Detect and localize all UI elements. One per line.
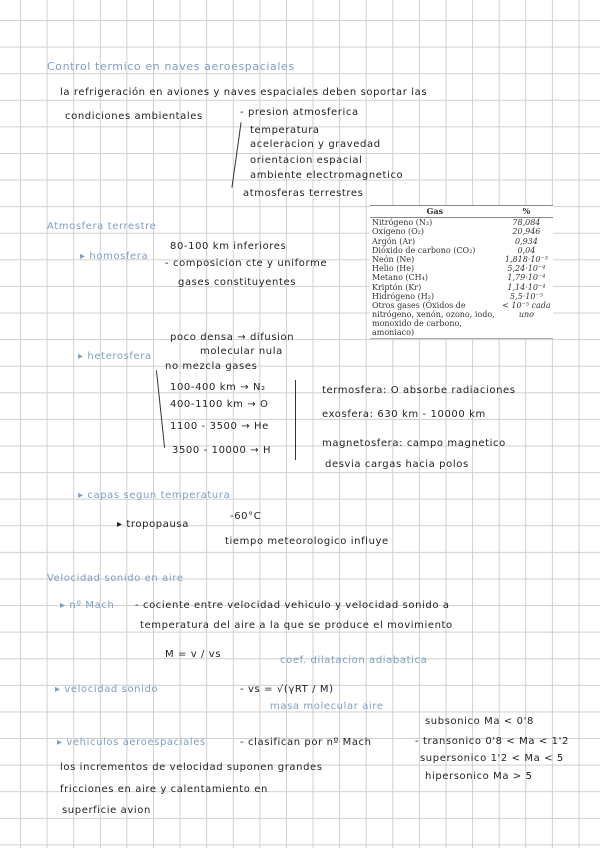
intro-line: la refrigeración en aviones y naves espa… [60,87,428,98]
tropopausa-item: tiempo meteorologico influye [225,536,389,547]
note: magnetosfera: campo magnetico [322,438,506,449]
mach-text: - cociente entre velocidad vehiculo y ve… [135,600,450,611]
heterosfera-label: ▸ heterosfera [78,351,152,362]
header-percent: % [499,204,553,219]
gas-percent: 1,818·10⁻³ [504,254,548,264]
note: termosfera: O absorbe radiaciones [322,385,516,396]
gas-name: Helio (He) [372,264,415,274]
gas-percent: 20,946 [512,227,541,237]
layer-item: 100-400 km → N₂ [170,382,266,393]
section-heading: Velocidad sonido en aire [47,573,184,584]
gas-percent: 0,934 [514,236,538,246]
gas-name: Kriptón (Kr) [372,282,422,292]
condition-item: ambiente electromagnetico [250,170,404,181]
gas-name: Dióxido de carbono (CO₂) [372,245,476,255]
table-row: Argón (Ar) 0,934 [370,237,553,246]
mach-class: hipersonico Ma > 5 [425,771,533,782]
gas-percent: 78,084 [512,218,541,228]
gas-name: Nitrógeno (N₂) [372,218,433,228]
divider [295,380,296,460]
gas-percent: 5,5·10⁻⁵ [509,291,543,301]
homosfera-item: 80-100 km inferiores [170,241,287,252]
gas-name: Argón (Ar) [372,236,416,246]
table-row: Oxígeno (O₂) 20,946 [370,227,553,236]
vs-label: ▸ velocidad sonido [55,684,159,695]
bracket [155,370,166,448]
mach-formula: M = v / vs [165,649,222,660]
gas-percent: 1,14·10⁻⁴ [507,282,546,292]
condition-item: orientacion espacial [250,155,363,166]
mach-class: subsonico Ma < 0'8 [425,716,534,727]
table-row: Hidrógeno (H₂) 5,5·10⁻⁵ [370,292,553,301]
heterosfera-item: molecular nula [200,346,283,357]
heterosfera-item: poco densa → difusion [170,332,295,343]
gas-percent: < 10⁻⁵ cada uno [499,300,553,339]
gas-composition-table: Gas% Nitrógeno (N₂) 78,084 Oxígeno (O₂) 20,… [370,204,553,339]
table-row: Nitrógeno (N₂) 78,084 [370,218,553,228]
page-title: Control termico en naves aeroespaciales [47,60,295,73]
homosfera-item: gases constituyentes [178,277,297,288]
vs-formula: - vs = √(γRT / M) [240,684,334,695]
layer-item: 1100 - 3500 → He [170,421,269,432]
capas-label: ▸ capas segun temperatura [78,490,231,501]
condition-item: - presion atmosferica [240,107,359,118]
gas-percent: 0,04 [517,245,536,255]
homosfera-label: ▸ homosfera [80,251,149,262]
gas-name: Neón (Ne) [372,254,415,264]
gas-name: Oxígeno (O₂) [372,227,425,237]
gamma-note: coef. dilatacion adiabatica [280,655,428,666]
intro-line: condiciones ambientales [65,111,203,122]
table-row: Otros gases (Óxidos de nitrógeno, xenón,… [370,300,553,339]
section-heading: Atmosfera terrestre [47,221,157,232]
gas-name: Metano (CH₄) [372,273,428,283]
layer-item: 400-1100 km → O [170,399,269,410]
vehiculos-text: - clasifican por nº Mach [240,737,372,748]
table-row: Metano (CH₄) 1,79·10⁻⁴ [370,273,553,282]
gas-name: Hidrógeno (H₂) [372,291,435,301]
friction-line: los incrementos de velocidad suponen gra… [60,762,323,773]
table-row: Kriptón (Kr) 1,14·10⁻⁴ [370,283,553,292]
homosfera-item: - composicion cte y uniforme [165,258,328,269]
table-row: Dióxido de carbono (CO₂) 0,04 [370,246,553,255]
header-gas: Gas [370,204,500,219]
note: desvia cargas hacia polos [325,459,469,470]
table-row: Helio (He) 5,24·10⁻⁴ [370,264,553,273]
mach-text: temperatura del aire a la que se produce… [140,620,453,631]
friction-line: superficie avion [62,805,151,816]
condition-item: aceleracion y gravedad [250,139,381,150]
mach-class: - transonico 0'8 < Ma < 1'2 [415,736,569,747]
gas-percent: 1,79·10⁻⁴ [507,273,546,283]
heterosfera-item: no mezcla gases [165,361,258,372]
gas-percent: 5,24·10⁻⁴ [507,264,546,274]
gas-name: Otros gases (Óxidos de nitrógeno, xenón,… [370,300,500,339]
mach-label: ▸ nº Mach [60,600,115,611]
vehiculos-label: ▸ vehiculos aeroespaciales [57,737,206,748]
tropopausa-item: -60°C [230,511,262,522]
layer-item: 3500 - 10000 → H [172,445,272,456]
friction-line: fricciones en aire y calentamiento en [60,784,268,795]
mach-class: supersonico 1'2 < Ma < 5 [420,753,564,764]
table-row: Neón (Ne) 1,818·10⁻³ [370,255,553,264]
condition-item: temperatura [250,125,320,136]
tropopausa-label: ▸ tropopausa [117,519,189,530]
m-note: masa molecular aire [270,701,384,712]
note: exosfera: 630 km - 10000 km [322,409,486,420]
bracket [231,122,242,188]
condition-item: atmosferas terrestres [243,188,364,199]
